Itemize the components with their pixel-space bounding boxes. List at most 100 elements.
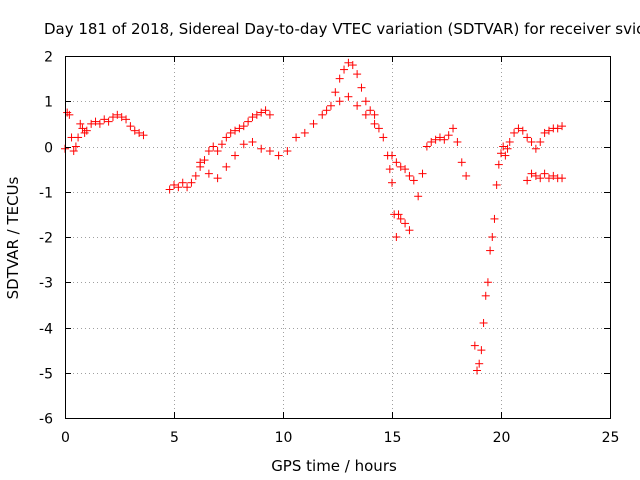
data-point <box>80 128 89 137</box>
data-point <box>178 178 187 187</box>
data-point <box>540 169 549 178</box>
data-point <box>353 101 362 110</box>
data-point <box>505 137 514 146</box>
data-point <box>514 124 523 133</box>
y-tick-label: -1 <box>39 186 53 202</box>
data-point <box>196 158 205 167</box>
data-point <box>501 151 510 160</box>
data-point <box>257 144 266 153</box>
data-point <box>392 233 401 241</box>
x-axis: 0 5 10 15 20 25 <box>61 56 619 446</box>
data-point <box>488 233 497 241</box>
data-point <box>357 83 366 92</box>
data-point <box>292 133 301 142</box>
y-tick-label: 0 <box>44 141 53 157</box>
data-point <box>388 151 396 160</box>
data-point <box>486 246 495 255</box>
data-point <box>65 110 74 119</box>
data-point <box>396 162 405 171</box>
y-tick-label: 2 <box>44 50 53 66</box>
data-point <box>418 169 427 178</box>
data-point <box>370 110 379 119</box>
data-point <box>499 142 508 151</box>
data-point <box>457 158 466 167</box>
x-tick-label: 5 <box>170 430 179 446</box>
data-point <box>536 174 545 183</box>
data-point <box>453 137 462 146</box>
data-point <box>274 151 283 160</box>
data-point <box>470 341 479 350</box>
data-point <box>239 122 248 131</box>
data-point <box>531 144 540 153</box>
data-points <box>61 58 567 375</box>
data-point <box>187 178 196 187</box>
data-point <box>322 106 331 115</box>
data-point <box>222 133 231 142</box>
data-point <box>394 210 403 219</box>
data-point <box>527 137 536 146</box>
data-point <box>213 174 222 183</box>
data-point <box>244 117 253 126</box>
y-tick-label: -6 <box>39 412 53 428</box>
data-point <box>222 162 231 171</box>
data-point <box>348 61 357 70</box>
data-point <box>409 176 418 185</box>
y-tick-label: -4 <box>39 322 53 338</box>
data-point <box>335 74 344 83</box>
data-point <box>518 126 527 135</box>
data-point <box>74 133 83 142</box>
x-axis-label: GPS time / hours <box>271 457 397 475</box>
data-point <box>91 117 100 126</box>
data-point <box>69 147 78 156</box>
data-point <box>217 140 226 149</box>
data-point <box>231 151 240 160</box>
data-point <box>544 174 553 183</box>
data-point <box>261 106 270 115</box>
data-point <box>248 137 257 146</box>
data-point <box>108 113 117 122</box>
data-point <box>427 137 436 146</box>
data-point <box>104 117 113 126</box>
data-point <box>165 185 174 194</box>
data-point <box>326 101 335 110</box>
data-point <box>385 165 394 174</box>
data-point <box>401 219 410 228</box>
data-point <box>475 359 484 368</box>
data-point <box>235 124 244 133</box>
data-point <box>335 97 344 106</box>
y-tick-label: -5 <box>39 367 53 383</box>
data-point <box>95 119 104 128</box>
data-point <box>370 119 379 128</box>
data-point <box>361 97 370 106</box>
x-tick-label: 20 <box>493 430 511 446</box>
data-point <box>344 58 353 67</box>
data-point <box>523 176 532 185</box>
data-point <box>309 119 318 128</box>
data-point <box>139 131 148 140</box>
x-tick-label: 0 <box>61 430 70 446</box>
data-point <box>200 156 209 165</box>
data-point <box>531 171 540 180</box>
data-point <box>473 366 482 375</box>
y-tick-label: 1 <box>44 95 53 111</box>
data-point <box>553 124 562 133</box>
data-point <box>503 144 512 153</box>
data-point <box>87 119 96 128</box>
y-tick-label: -2 <box>39 231 53 247</box>
data-point <box>170 180 178 189</box>
y-tick-label: -3 <box>39 276 53 292</box>
data-point <box>226 128 235 137</box>
data-point <box>204 147 213 156</box>
data-point <box>113 110 122 119</box>
data-point <box>100 115 109 124</box>
data-point <box>510 128 519 137</box>
data-point <box>265 147 274 156</box>
data-point <box>405 226 414 235</box>
data-point <box>431 135 440 144</box>
data-point <box>379 133 388 142</box>
data-point <box>392 158 401 167</box>
data-point <box>82 126 91 135</box>
data-point <box>63 108 72 117</box>
data-point <box>248 113 257 122</box>
